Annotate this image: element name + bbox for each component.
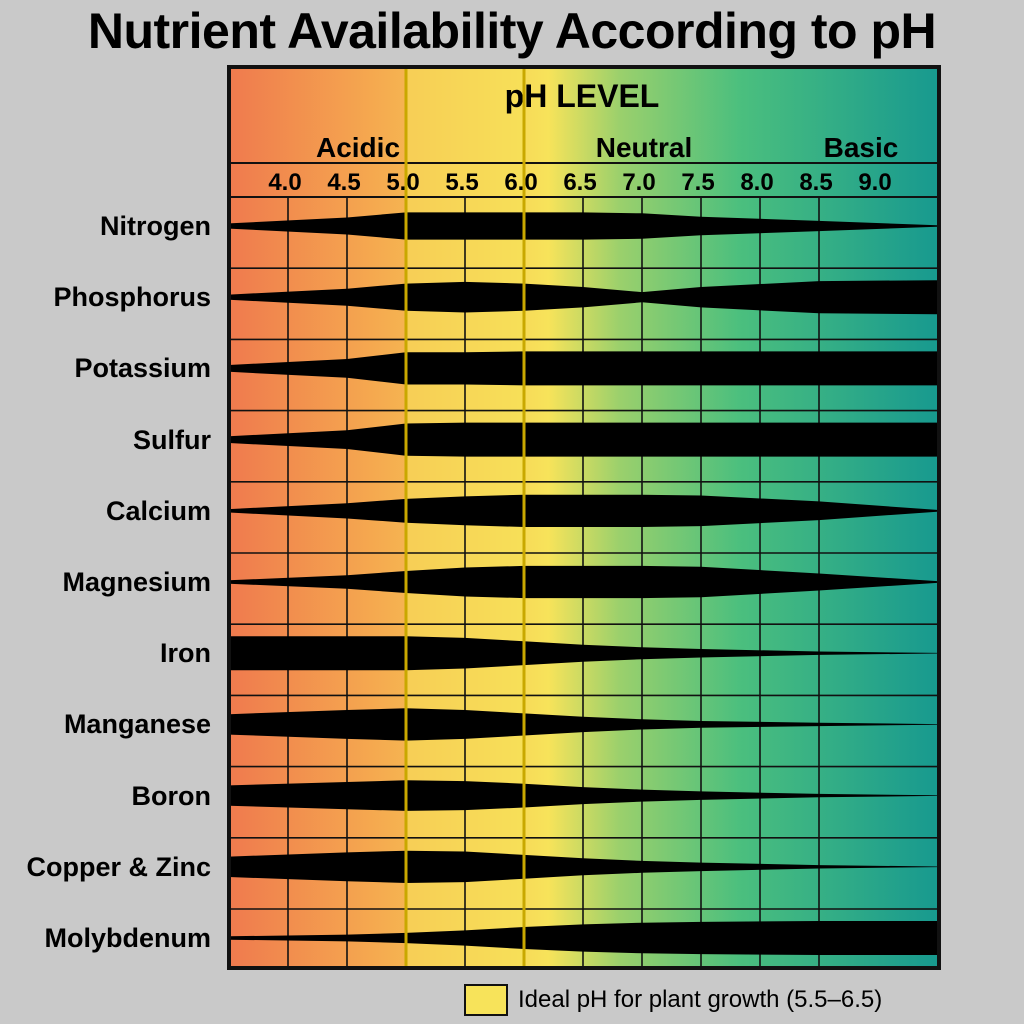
- nutrient-label: Magnesium: [62, 567, 211, 597]
- tick-label: 4.5: [327, 169, 360, 196]
- region-label: Acidic: [316, 132, 400, 163]
- region-label: Basic: [824, 132, 899, 163]
- chart-frame: [227, 65, 941, 970]
- region-label: Neutral: [596, 132, 692, 163]
- tick-label: 5.5: [445, 169, 478, 196]
- axis-title: pH LEVEL: [505, 78, 660, 114]
- nutrient-label: Potassium: [74, 353, 211, 384]
- legend-label: Ideal pH for plant growth (5.5–6.5): [518, 986, 883, 1013]
- legend: Ideal pH for plant growth (5.5–6.5): [464, 982, 882, 1018]
- tick-label: 8.5: [799, 169, 832, 196]
- tick-label: 9.0: [858, 169, 891, 196]
- tick-label: 6.0: [504, 169, 537, 196]
- nutrient-label: Manganese: [63, 709, 211, 740]
- nutrient-label: Iron: [160, 638, 211, 669]
- nutrient-label: Copper & Zinc: [26, 851, 211, 882]
- nutrient-label: Molybdenum: [44, 923, 212, 953]
- tick-label: 7.5: [681, 169, 714, 196]
- tick-label: 4.0: [268, 169, 301, 196]
- chart-title: Nutrient Availability According to pH: [87, 3, 937, 59]
- nutrient-label: Calcium: [105, 495, 211, 526]
- tick-label: 6.5: [563, 169, 596, 196]
- nutrient-band-molybdenum: [229, 921, 937, 955]
- tick-label: 8.0: [740, 169, 773, 196]
- nutrient-label: Nitrogen: [100, 211, 211, 241]
- legend-swatch: [464, 984, 508, 1016]
- nutrient-label: Sulfur: [133, 424, 211, 455]
- nutrient-label: Phosphorus: [53, 282, 211, 313]
- tick-label: 7.0: [622, 169, 655, 196]
- tick-label: 5.0: [386, 169, 419, 196]
- nutrient-label: Boron: [131, 780, 211, 811]
